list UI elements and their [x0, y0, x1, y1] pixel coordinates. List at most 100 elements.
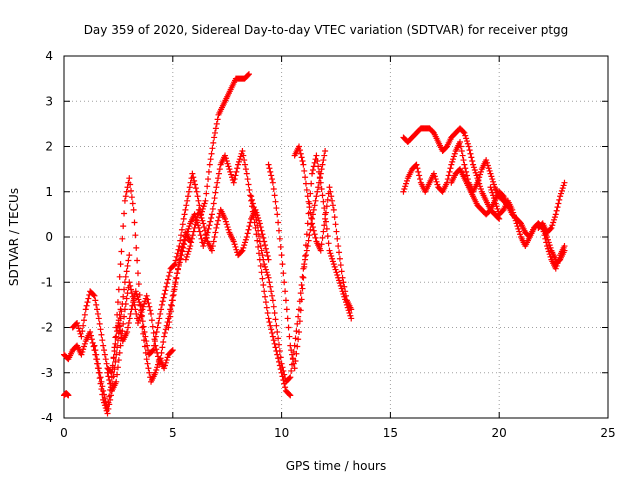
data-point — [199, 205, 206, 212]
data-point — [153, 346, 160, 353]
data-point — [127, 282, 134, 289]
data-point — [265, 274, 272, 281]
data-point — [130, 206, 137, 213]
data-point — [121, 306, 128, 313]
data-point — [494, 205, 501, 212]
data-point — [312, 197, 319, 204]
data-point — [128, 286, 135, 293]
data-point — [107, 380, 114, 387]
data-point — [114, 364, 121, 371]
data-point — [90, 291, 97, 298]
data-point — [187, 243, 194, 250]
data-point — [99, 383, 106, 390]
data-point — [112, 340, 119, 347]
data-point — [95, 365, 102, 372]
data-point — [275, 341, 282, 348]
data-point — [471, 167, 478, 174]
data-point — [131, 219, 138, 226]
data-point — [183, 202, 190, 209]
data-point — [296, 318, 303, 325]
data-point — [269, 179, 276, 186]
data-point — [129, 200, 136, 207]
data-point — [183, 253, 190, 260]
data-point — [116, 273, 123, 280]
data-point — [469, 157, 476, 164]
data-point — [184, 251, 191, 258]
data-point — [323, 203, 330, 210]
data-point — [329, 197, 336, 204]
data-point — [286, 391, 293, 398]
data-point — [178, 226, 185, 233]
data-point — [268, 288, 275, 295]
series-sat-b — [61, 390, 72, 399]
data-point — [462, 165, 469, 172]
data-point — [161, 365, 168, 372]
data-point — [314, 157, 321, 164]
data-point — [268, 172, 275, 179]
data-point — [144, 296, 151, 303]
data-point — [124, 262, 131, 269]
data-point — [321, 222, 328, 229]
data-point — [477, 171, 484, 178]
data-point — [232, 172, 239, 179]
data-point — [255, 217, 262, 224]
data-point — [319, 161, 326, 168]
x-tick-labels: 0 5 10 15 20 25 — [60, 426, 615, 440]
data-point — [208, 214, 215, 221]
data-point — [128, 194, 135, 201]
data-point — [194, 214, 201, 221]
data-point — [200, 220, 207, 227]
data-point — [211, 134, 218, 141]
data-point — [293, 350, 300, 357]
axis-ticks — [63, 55, 609, 419]
data-point — [104, 369, 111, 376]
data-point — [161, 291, 168, 298]
data-point — [230, 238, 237, 245]
data-point — [116, 349, 123, 356]
data-point — [91, 342, 98, 349]
data-point — [287, 342, 294, 349]
data-point — [313, 193, 320, 200]
data-point — [333, 269, 340, 276]
data-point — [81, 311, 88, 318]
data-point — [281, 371, 288, 378]
data-point — [106, 376, 113, 383]
data-point — [122, 273, 129, 280]
data-point — [329, 258, 336, 265]
data-point — [187, 179, 194, 186]
data-point — [302, 180, 309, 187]
y-tick-label: 1 — [45, 185, 53, 199]
data-point — [243, 234, 250, 240]
data-point — [203, 234, 210, 241]
data-point — [151, 338, 158, 345]
data-point — [274, 211, 281, 218]
data-point — [262, 242, 269, 249]
data-point — [101, 395, 108, 402]
data-point — [186, 245, 193, 252]
data-point — [264, 253, 271, 260]
data-point — [278, 360, 285, 367]
data-point — [175, 262, 182, 269]
data-point — [247, 192, 254, 199]
data-point — [262, 293, 269, 300]
data-point — [320, 198, 327, 205]
data-point — [186, 223, 193, 230]
data-point — [141, 329, 148, 336]
data-point — [207, 156, 214, 163]
data-point — [560, 182, 567, 189]
series-sat-n — [448, 166, 559, 263]
data-point — [347, 312, 354, 319]
data-point — [328, 253, 335, 260]
data-point — [252, 211, 259, 218]
data-point — [212, 129, 219, 136]
data-point — [105, 399, 112, 406]
data-point — [333, 228, 340, 235]
data-point — [202, 197, 209, 204]
data-point — [259, 252, 266, 259]
data-point — [433, 178, 440, 185]
data-point — [128, 187, 135, 194]
data-point — [81, 317, 88, 324]
data-point — [240, 152, 247, 159]
data-point — [346, 310, 353, 317]
